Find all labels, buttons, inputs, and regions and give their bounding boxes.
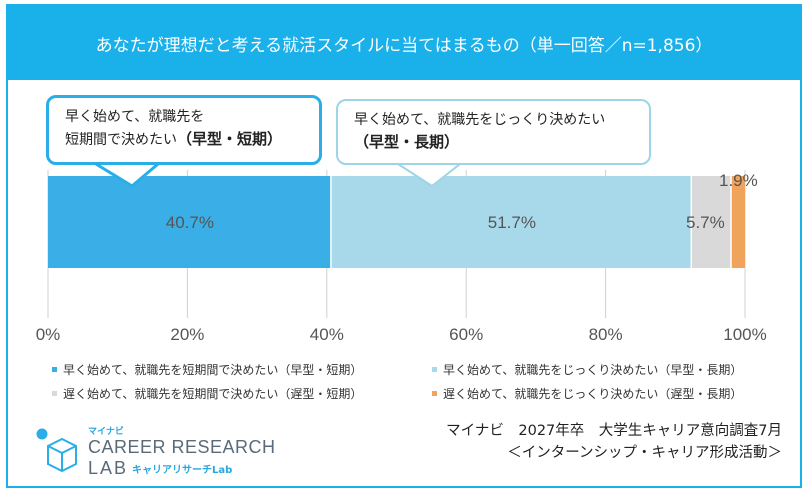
x-tick-label: 0% <box>36 325 61 344</box>
callout-emph: （早型・長期） <box>354 133 460 151</box>
logo-main-text: CAREER RESEARCH <box>88 437 276 457</box>
data-label: 1.9% <box>719 171 758 190</box>
callout-1-pointer <box>95 162 159 188</box>
legend-label: 遅く始めて、就職先を短期間で決めたい（遅型・短期） <box>63 387 363 401</box>
callout-early-short: 早く始めて、就職先を 短期間で決めたい（早型・短期） <box>46 95 322 165</box>
x-tick-label: 100% <box>723 325 766 344</box>
callout-2-pointer <box>397 163 461 188</box>
bar-segment <box>692 176 731 268</box>
legend-label: 早く始めて、就職先をじっくり決めたい（早型・長期） <box>443 363 743 377</box>
callout-line2: 短期間で決めたい <box>65 132 177 148</box>
source-line2: ＜インターンシップ・キャリア形成活動＞ <box>507 445 782 461</box>
x-tick-label: 60% <box>449 325 483 344</box>
source-note: マイナビ 2027年卒 大学生キャリア意向調査7月 ＜インターンシップ・キャリア… <box>446 420 782 464</box>
career-research-lab-logo: マイナビ CAREER RESEARCH LAB キャリアリサーチLab <box>28 420 288 480</box>
callout-line2-row: 短期間で決めたい（早型・短期） <box>65 128 303 151</box>
x-tick-label: 20% <box>170 325 204 344</box>
bar-segment <box>731 176 745 268</box>
x-tick-label: 80% <box>589 325 623 344</box>
callout-early-long: 早く始めて、就職先をじっくり決めたい （早型・長期） <box>336 99 651 165</box>
bar-segment <box>331 176 691 268</box>
source-line1: マイナビ 2027年卒 大学生キャリア意向調査7月 <box>446 423 782 439</box>
legend-swatch <box>52 367 57 372</box>
legend-swatch <box>52 391 57 396</box>
legend-item-early-long: 早く始めて、就職先をじっくり決めたい（早型・長期） <box>432 361 742 378</box>
bar-segment <box>48 176 331 268</box>
logo-lab-text: LAB <box>88 458 128 478</box>
legend-item-late-long: 遅く始めて、就職先をじっくり決めたい（遅型・長期） <box>432 385 742 402</box>
logo-sub-text: キャリアリサーチLab <box>132 464 232 476</box>
legend-label: 早く始めて、就職先を短期間で決めたい（早型・短期） <box>63 363 363 377</box>
data-label: 40.7% <box>166 213 214 232</box>
legend-swatch <box>432 391 437 396</box>
data-label: 51.7% <box>488 213 536 232</box>
callout-line1: 早く始めて、就職先を <box>65 109 205 125</box>
legend-item-early-short: 早く始めて、就職先を短期間で決めたい（早型・短期） <box>52 361 362 378</box>
logo-small-text: マイナビ <box>88 425 124 436</box>
chart-title: あなたが理想だと考える就活スタイルに当てはまるもの（単一回答／n=1,856） <box>8 6 800 80</box>
logo-graphic: マイナビ CAREER RESEARCH LAB キャリアリサーチLab <box>36 425 276 478</box>
data-label: 5.7% <box>686 213 725 232</box>
legend-label: 遅く始めて、就職先をじっくり決めたい（遅型・長期） <box>443 387 743 401</box>
legend-item-late-short: 遅く始めて、就職先を短期間で決めたい（遅型・短期） <box>52 385 362 402</box>
callout-emph: （早型・短期） <box>177 130 283 148</box>
legend-swatch <box>432 367 437 372</box>
callout-line1: 早く始めて、就職先をじっくり決めたい <box>354 112 606 128</box>
x-tick-label: 40% <box>310 325 344 344</box>
